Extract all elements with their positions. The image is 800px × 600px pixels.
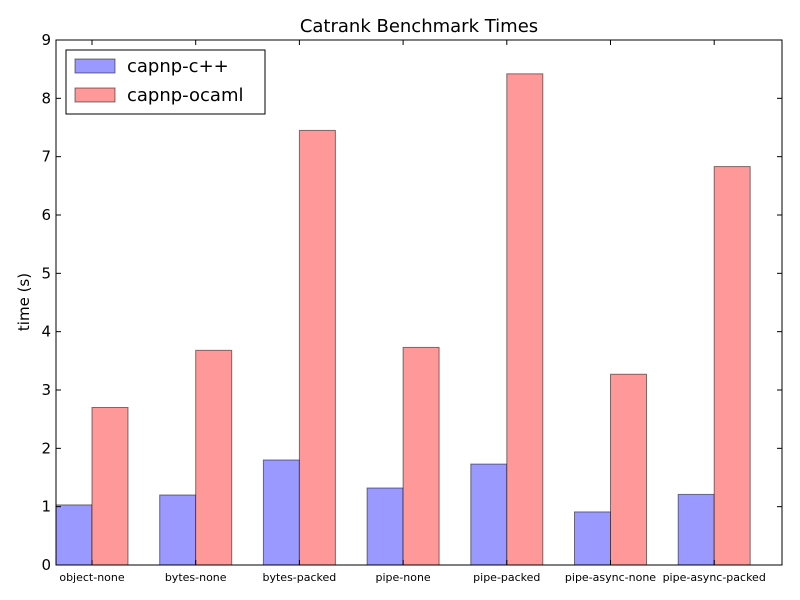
- legend-label-capnp-cpp: capnp-c++: [127, 56, 229, 77]
- bar-capnp-cpp-object-none: [55, 504, 93, 566]
- x-tick-label-pipe-packed: pipe-packed: [473, 571, 540, 584]
- bars-group: [55, 73, 751, 566]
- x-tick-label-bytes-packed: bytes-packed: [263, 571, 337, 584]
- bar-capnp-ocaml-bytes-none: [195, 349, 233, 566]
- plot-frame: [55, 39, 783, 566]
- bar-capnp-ocaml-bytes-packed: [298, 129, 336, 566]
- chart-title: Catrank Benchmark Times: [300, 16, 538, 37]
- ticks-group: 0 1 2 3 4 5 6 7 8 9 object-none bytes-none bytes-pac…: [41, 31, 782, 584]
- bar-capnp-cpp-pipe-async-none: [574, 511, 611, 566]
- y-tick-label-1: 1: [41, 498, 51, 516]
- y-tick-label-2: 2: [41, 439, 51, 457]
- x-tick-label-pipe-none: pipe-none: [375, 571, 430, 584]
- bar-capnp-cpp-pipe-none: [366, 487, 404, 566]
- x-tick-label-bytes-none: bytes-none: [165, 571, 227, 584]
- y-tick-label-5: 5: [41, 264, 51, 282]
- legend-label-capnp-ocaml: capnp-ocaml: [127, 85, 244, 106]
- y-tick-label-0: 0: [41, 556, 51, 574]
- y-tick-label-3: 3: [41, 381, 51, 399]
- legend: capnp-c++ capnp-ocaml: [65, 49, 266, 115]
- bar-capnp-ocaml-pipe-none: [402, 346, 440, 566]
- bar-capnp-cpp-bytes-packed: [262, 459, 300, 566]
- bar-capnp-cpp-pipe-packed: [470, 463, 508, 566]
- x-tick-label-pipe-async-none: pipe-async-none: [565, 571, 656, 584]
- legend-swatch-capnp-ocaml: [74, 87, 116, 103]
- bar-capnp-ocaml-pipe-async-packed: [713, 166, 751, 566]
- y-tick-label-6: 6: [41, 206, 51, 224]
- x-tick-label-object-none: object-none: [59, 571, 125, 584]
- y-tick-label-4: 4: [41, 323, 51, 341]
- bar-capnp-ocaml-pipe-packed: [506, 73, 544, 566]
- bar-capnp-cpp-pipe-async-packed: [677, 493, 715, 566]
- y-tick-label-8: 8: [41, 89, 51, 107]
- bar-capnp-cpp-bytes-none: [159, 494, 197, 566]
- y-axis-label: time (s): [15, 273, 33, 331]
- x-tick-label-pipe-async-packed: pipe-async-packed: [663, 571, 766, 584]
- y-tick-label-7: 7: [41, 148, 51, 166]
- y-tick-label-9: 9: [41, 31, 51, 49]
- legend-swatch-capnp-cpp: [74, 58, 116, 74]
- bar-capnp-ocaml-object-none: [91, 407, 129, 566]
- bar-capnp-ocaml-pipe-async-none: [610, 373, 647, 566]
